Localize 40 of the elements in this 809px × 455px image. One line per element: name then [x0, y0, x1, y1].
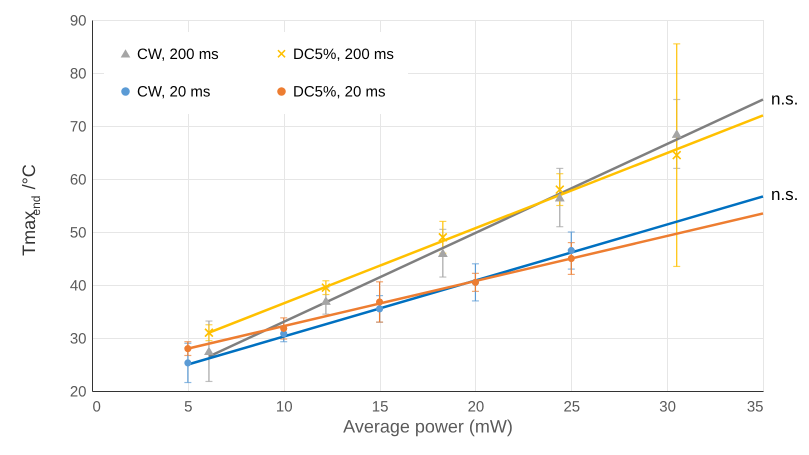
- annotation: n.s.: [771, 184, 798, 204]
- point: [280, 324, 288, 332]
- point: [376, 298, 384, 306]
- legend-label: DC5%, 200 ms: [293, 46, 394, 63]
- x-tick-label: 0: [92, 398, 101, 416]
- legend-label: CW, 200 ms: [137, 46, 219, 63]
- x-axis-title: Average power (mW): [343, 416, 513, 436]
- x-tick-label: 25: [563, 398, 580, 416]
- y-tick-label: 90: [70, 12, 86, 30]
- point: [204, 347, 214, 356]
- point: [672, 130, 682, 138]
- point: [555, 184, 564, 194]
- y-tick-label: 20: [70, 384, 86, 400]
- x-tick-label: 15: [372, 398, 388, 416]
- annotation: n.s.: [771, 90, 798, 108]
- x-tick-label: 20: [468, 398, 484, 416]
- point: [321, 283, 331, 292]
- point: [376, 305, 384, 312]
- legend-label: CW, 20 ms: [137, 84, 210, 100]
- point: [280, 330, 288, 338]
- x-tick-label: 5: [184, 398, 193, 416]
- point: [568, 255, 575, 262]
- point: [438, 249, 448, 258]
- y-tick-label: 40: [70, 278, 86, 294]
- y-tick-label: 30: [70, 330, 86, 348]
- y-axis-title: Tmaxend /°C: [19, 164, 43, 256]
- point: [672, 150, 682, 160]
- x-tick-label: 30: [659, 398, 676, 416]
- point: [184, 359, 192, 366]
- point: [555, 194, 564, 202]
- x-tick-label: 10: [276, 398, 293, 416]
- point: [438, 232, 448, 242]
- y-tick-label: 50: [70, 224, 86, 242]
- y-tick-label: 70: [70, 118, 86, 136]
- y-tick-label: 60: [70, 172, 86, 188]
- legend-label: DC5%, 20 ms: [293, 84, 386, 100]
- y-tick-label: 80: [70, 66, 86, 82]
- point: [568, 247, 575, 254]
- point: [322, 297, 330, 305]
- x-tick-label: 35: [746, 398, 764, 416]
